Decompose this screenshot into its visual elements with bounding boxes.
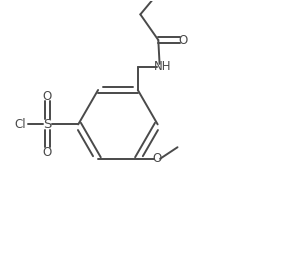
Text: NH: NH <box>153 60 171 73</box>
Text: O: O <box>178 33 187 47</box>
Text: S: S <box>43 118 52 131</box>
Text: Cl: Cl <box>15 118 27 131</box>
Text: O: O <box>43 146 52 159</box>
Text: O: O <box>152 152 162 165</box>
Text: O: O <box>43 90 52 103</box>
